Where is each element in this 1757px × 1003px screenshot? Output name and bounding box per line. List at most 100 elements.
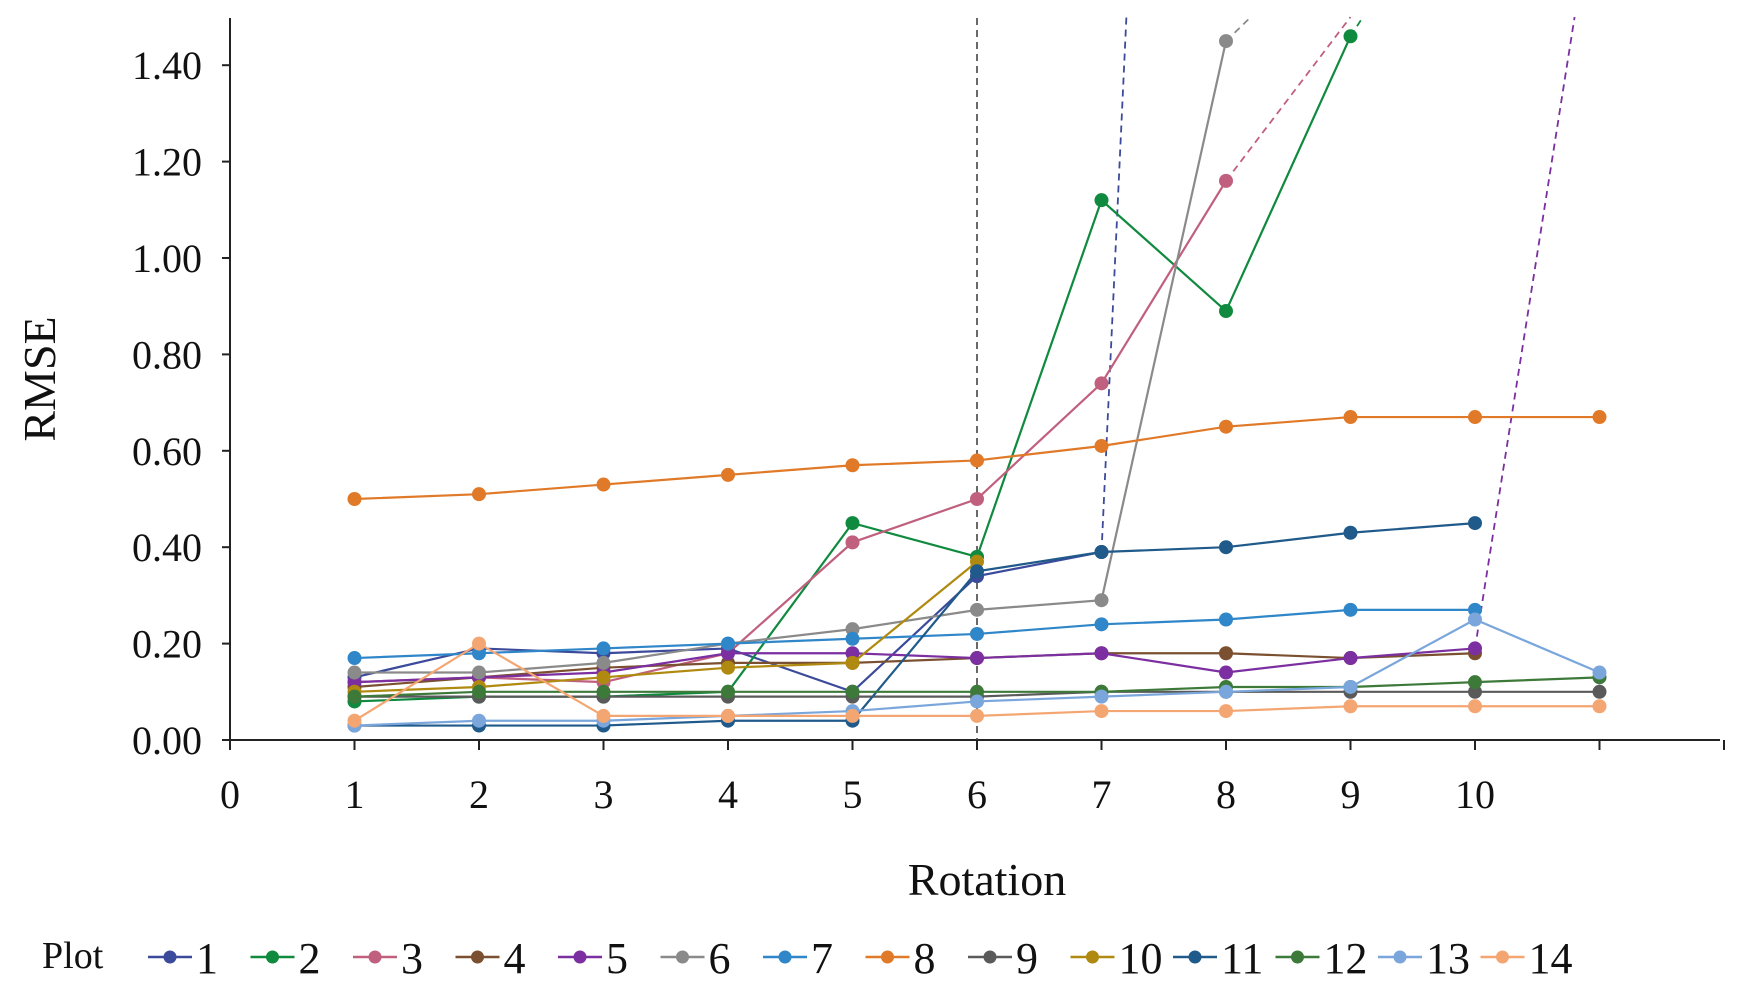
x-tick-label: 0 — [220, 772, 240, 817]
data-point — [721, 467, 735, 482]
legend-item-1: 1 — [148, 934, 218, 983]
series-6 — [347, 16, 1252, 680]
y-tick-label: 0.80 — [132, 332, 202, 377]
data-point — [1592, 410, 1607, 425]
legend-item-9: 9 — [968, 934, 1038, 983]
series-line-4 — [354, 652, 1476, 689]
data-point — [1468, 684, 1482, 699]
legend-item-3: 3 — [353, 934, 423, 983]
legend-swatch-marker — [983, 950, 997, 964]
legend-swatch-marker — [163, 950, 177, 964]
legend-item-10: 10 — [1070, 934, 1163, 983]
data-point — [472, 665, 486, 680]
data-point — [970, 708, 984, 723]
data-point — [472, 636, 486, 651]
data-point — [1094, 689, 1109, 704]
series-line-3 — [354, 180, 1227, 684]
data-point — [1094, 438, 1109, 453]
legend-label: 3 — [401, 934, 423, 983]
series-line-6 — [354, 40, 1228, 674]
legend-item-14: 14 — [1480, 934, 1573, 983]
y-tick-label: 1.20 — [132, 140, 202, 185]
legend-label: 9 — [1016, 934, 1038, 983]
series-11 — [347, 516, 1482, 733]
series-2 — [347, 16, 1364, 709]
legend-swatch-marker — [573, 950, 587, 964]
data-point — [845, 655, 860, 670]
legend-swatch-marker — [676, 950, 689, 964]
x-tick-label: 9 — [1341, 772, 1361, 817]
x-tick-label: 7 — [1092, 772, 1112, 817]
x-tick-label: 10 — [1455, 772, 1495, 817]
x-tick-label: 6 — [967, 772, 987, 817]
x-tick-label: 4 — [718, 772, 738, 817]
data-point — [1219, 684, 1233, 699]
legend-title: Plot — [42, 935, 104, 977]
legend-label: 2 — [299, 934, 321, 983]
legend-swatch-marker — [368, 950, 382, 964]
data-point — [1468, 516, 1482, 531]
x-tick-label: 1 — [345, 772, 365, 817]
x-tick-label: 8 — [1216, 772, 1236, 817]
data-point — [970, 684, 984, 699]
data-point — [721, 636, 735, 651]
data-point — [1592, 684, 1607, 699]
data-point — [970, 554, 984, 569]
data-point — [1343, 679, 1358, 694]
data-point — [1343, 651, 1358, 666]
data-point — [1094, 704, 1109, 719]
data-point — [1343, 410, 1358, 425]
data-point — [970, 694, 984, 709]
data-point — [347, 492, 362, 506]
data-point — [1219, 704, 1233, 719]
y-tick-label: 0.60 — [132, 429, 202, 474]
data-point — [1094, 646, 1109, 661]
data-point — [845, 535, 860, 550]
series-line-2 — [354, 35, 1352, 703]
legend-item-12: 12 — [1275, 934, 1368, 983]
series-1 — [347, 16, 1128, 699]
legend-item-11: 11 — [1173, 934, 1263, 983]
data-point — [596, 684, 611, 699]
legend-swatch-marker — [1291, 950, 1304, 964]
y-tick-label: 0.20 — [132, 622, 202, 667]
legend-label: 11 — [1221, 934, 1263, 983]
data-point — [970, 602, 984, 617]
data-point — [721, 708, 735, 723]
data-point — [347, 689, 362, 704]
data-point — [1343, 699, 1358, 714]
series-line-11 — [354, 522, 1476, 727]
x-tick-label: 5 — [843, 772, 863, 817]
data-point — [1094, 593, 1109, 608]
data-point — [472, 646, 486, 661]
data-point — [472, 684, 486, 699]
data-point — [1219, 646, 1233, 661]
data-point — [845, 684, 860, 699]
y-tick-label: 0.00 — [132, 718, 202, 763]
data-point — [845, 646, 860, 661]
data-point — [970, 492, 984, 506]
data-point — [721, 660, 735, 675]
data-point — [845, 458, 860, 473]
legend-item-4: 4 — [455, 934, 526, 983]
legend-label: 12 — [1324, 934, 1368, 983]
data-point — [721, 646, 735, 661]
legend: Plot 1 2 3 4 5 6 7 8 9 10 11 12 13 14 — [42, 934, 1573, 983]
data-point — [845, 516, 860, 531]
data-point — [1468, 410, 1482, 425]
legend-item-6: 6 — [660, 934, 731, 983]
data-point — [347, 651, 362, 666]
data-point — [1343, 525, 1358, 540]
series-5 — [347, 16, 1576, 690]
legend-item-13: 13 — [1378, 934, 1470, 983]
series-line-7 — [354, 608, 1475, 660]
data-point — [1592, 665, 1607, 680]
data-point — [845, 631, 860, 646]
data-point — [845, 622, 860, 637]
y-tick-label: 1.40 — [132, 43, 202, 88]
legend-item-2: 2 — [250, 934, 321, 983]
data-point — [1094, 193, 1109, 208]
data-point — [970, 651, 984, 666]
legend-item-7: 7 — [763, 934, 833, 983]
